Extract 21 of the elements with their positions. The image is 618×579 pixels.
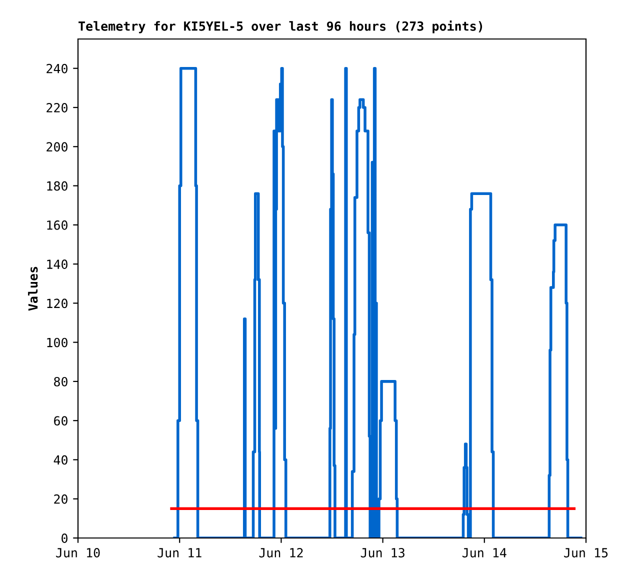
x-tick-label: Jun 10 bbox=[56, 548, 100, 558]
y-tick-label: 120 bbox=[47, 298, 68, 308]
y-axis-title: Values bbox=[28, 266, 38, 311]
x-tick-label: Jun 11 bbox=[158, 548, 202, 558]
y-tick-label: 100 bbox=[47, 338, 68, 348]
y-tick-label: 180 bbox=[47, 181, 68, 191]
y-tick-label: 140 bbox=[47, 260, 68, 269]
chart-title: Telemetry for KI5YEL-5 over last 96 hours (273 points) bbox=[78, 20, 482, 34]
y-tick-label: 60 bbox=[54, 416, 68, 426]
x-tick-label: Jun 13 bbox=[360, 548, 404, 558]
y-tick-label: 0 bbox=[62, 534, 68, 543]
y-tick-label: 40 bbox=[54, 455, 68, 465]
x-tick-label: Jun 15 bbox=[564, 548, 608, 558]
x-tick-label: Jun 14 bbox=[462, 548, 506, 558]
y-tick-label: 200 bbox=[46, 142, 68, 152]
y-tick-label: 20 bbox=[54, 494, 68, 504]
y-tick-label: 240 bbox=[46, 64, 68, 74]
x-tick-label: Jun 12 bbox=[259, 548, 303, 558]
y-tick-label: 160 bbox=[47, 220, 68, 230]
y-tick-label: 220 bbox=[46, 102, 68, 112]
y-tick-label: 80 bbox=[54, 376, 68, 386]
